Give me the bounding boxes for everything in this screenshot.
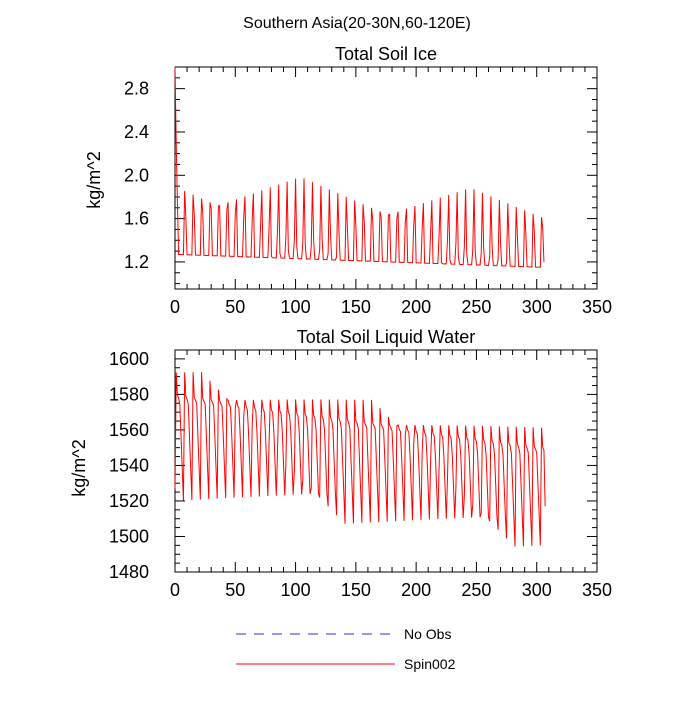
y-tick-label: 2.8 <box>124 79 149 99</box>
x-tick-label: 100 <box>281 297 311 317</box>
series-group <box>174 66 545 268</box>
x-tick-label: 150 <box>341 580 371 600</box>
tick-group: 0 50 100 150 200 250 300 350 1480 1500 1520 1540 156… <box>109 349 612 600</box>
y-axis-label: kg/m^2 <box>84 151 104 208</box>
x-tick-label: 0 <box>170 297 180 317</box>
x-tick-label: 300 <box>522 580 552 600</box>
y-tick-label: 1600 <box>109 349 149 369</box>
series-group <box>174 372 546 547</box>
legend: No Obs Spin002 <box>236 626 456 672</box>
chart-title: Total Soil Liquid Water <box>297 327 475 347</box>
x-tick-label: 50 <box>225 580 245 600</box>
x-tick-label: 250 <box>461 580 491 600</box>
y-tick-label: 1540 <box>109 455 149 475</box>
x-tick-label: 0 <box>170 580 180 600</box>
x-tick-label: 200 <box>401 580 431 600</box>
plot-frame <box>174 349 598 573</box>
y-tick-label: 1560 <box>109 420 149 440</box>
y-tick-label: 2.4 <box>124 122 149 142</box>
y-tick-label: 1.6 <box>124 209 149 229</box>
x-tick-label: 350 <box>582 580 612 600</box>
legend-label-no-obs: No Obs <box>404 626 451 642</box>
chart-panel-soil-ice: Total Soil Ice kg/m^2 0 50 100 150 200 250 300… <box>84 44 612 317</box>
y-tick-label: 1520 <box>109 491 149 511</box>
x-tick-label: 250 <box>461 297 491 317</box>
x-tick-label: 50 <box>225 297 245 317</box>
chart-panel-soil-liquid: Total Soil Liquid Water kg/m^2 0 50 100 150… <box>69 327 612 600</box>
y-tick-label: 1.2 <box>124 252 149 272</box>
figure-title: Southern Asia(20-30N,60-120E) <box>243 15 471 32</box>
legend-label-spin002: Spin002 <box>404 656 456 672</box>
plot-frame <box>174 66 598 290</box>
x-tick-label: 350 <box>582 297 612 317</box>
x-tick-label: 100 <box>281 580 311 600</box>
series-line-spin002 <box>174 66 545 268</box>
series-line-spin002 <box>174 372 546 547</box>
y-tick-label: 1500 <box>109 526 149 546</box>
y-axis-label: kg/m^2 <box>69 439 89 496</box>
x-tick-label: 300 <box>522 297 552 317</box>
x-tick-label: 200 <box>401 297 431 317</box>
y-tick-label: 1480 <box>109 562 149 582</box>
y-tick-label: 1580 <box>109 384 149 404</box>
y-tick-label: 2.0 <box>124 165 149 185</box>
tick-group: 0 50 100 150 200 250 300 350 1.2 1.6 2.0 2.4 2.8 <box>124 66 612 317</box>
x-tick-label: 150 <box>341 297 371 317</box>
chart-title: Total Soil Ice <box>335 44 437 64</box>
